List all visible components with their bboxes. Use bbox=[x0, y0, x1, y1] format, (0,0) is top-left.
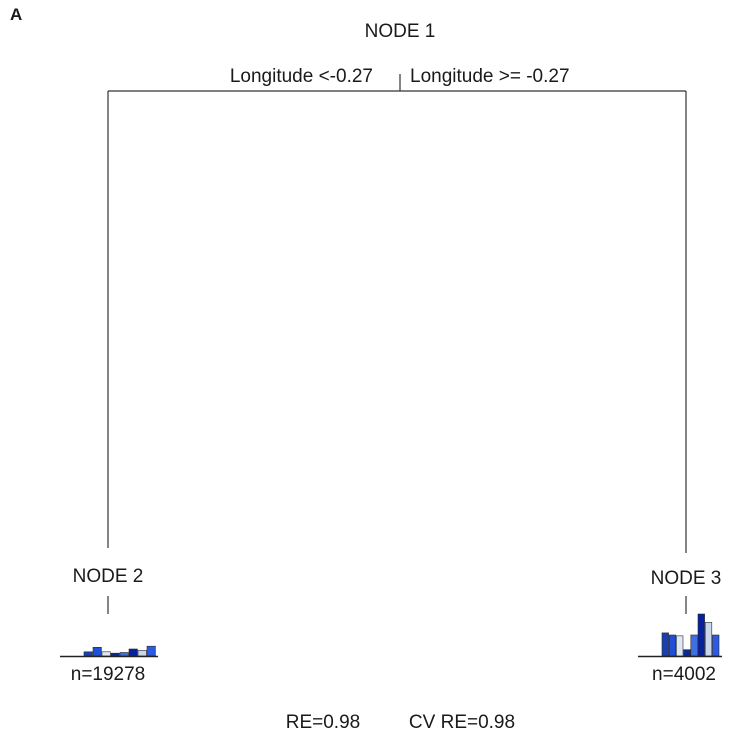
left-histogram-bar-7 bbox=[137, 650, 147, 657]
left-split-label: Longitude <-0.27 bbox=[230, 66, 373, 87]
left-histogram-bar-1 bbox=[83, 651, 93, 657]
right-histogram-bar-6 bbox=[697, 613, 705, 657]
right-histogram-bar-7 bbox=[704, 622, 713, 657]
panel-label: A bbox=[10, 5, 22, 24]
left-node-label: NODE 2 bbox=[73, 566, 144, 587]
right-histogram-bar-4 bbox=[683, 649, 691, 657]
left-histogram-bar-8 bbox=[146, 645, 156, 657]
left-histogram-bar-2 bbox=[92, 647, 102, 657]
left-histogram-bar-6 bbox=[128, 648, 138, 657]
right-histogram-bar-5 bbox=[690, 634, 698, 657]
right-histogram-bar-1 bbox=[661, 632, 669, 657]
right-histogram-bar-3 bbox=[676, 635, 684, 657]
left-node-count: n=19278 bbox=[71, 664, 146, 685]
left-histogram-bar-3 bbox=[101, 651, 111, 657]
right-histogram-bar-2 bbox=[668, 634, 677, 657]
right-histogram-bar-8 bbox=[712, 634, 720, 657]
root-node-label: NODE 1 bbox=[365, 21, 436, 42]
left-node-histogram bbox=[83, 645, 156, 657]
cv-re-value: CV RE=0.98 bbox=[409, 712, 515, 733]
right-node-label: NODE 3 bbox=[651, 568, 722, 589]
right-node-count: n=4002 bbox=[652, 664, 716, 685]
left-histogram-bar-5 bbox=[119, 652, 129, 657]
right-node-histogram bbox=[661, 613, 720, 657]
left-histogram-bar-4 bbox=[110, 652, 120, 657]
right-split-label: Longitude >= -0.27 bbox=[410, 66, 570, 87]
re-value: RE=0.98 bbox=[286, 712, 360, 733]
